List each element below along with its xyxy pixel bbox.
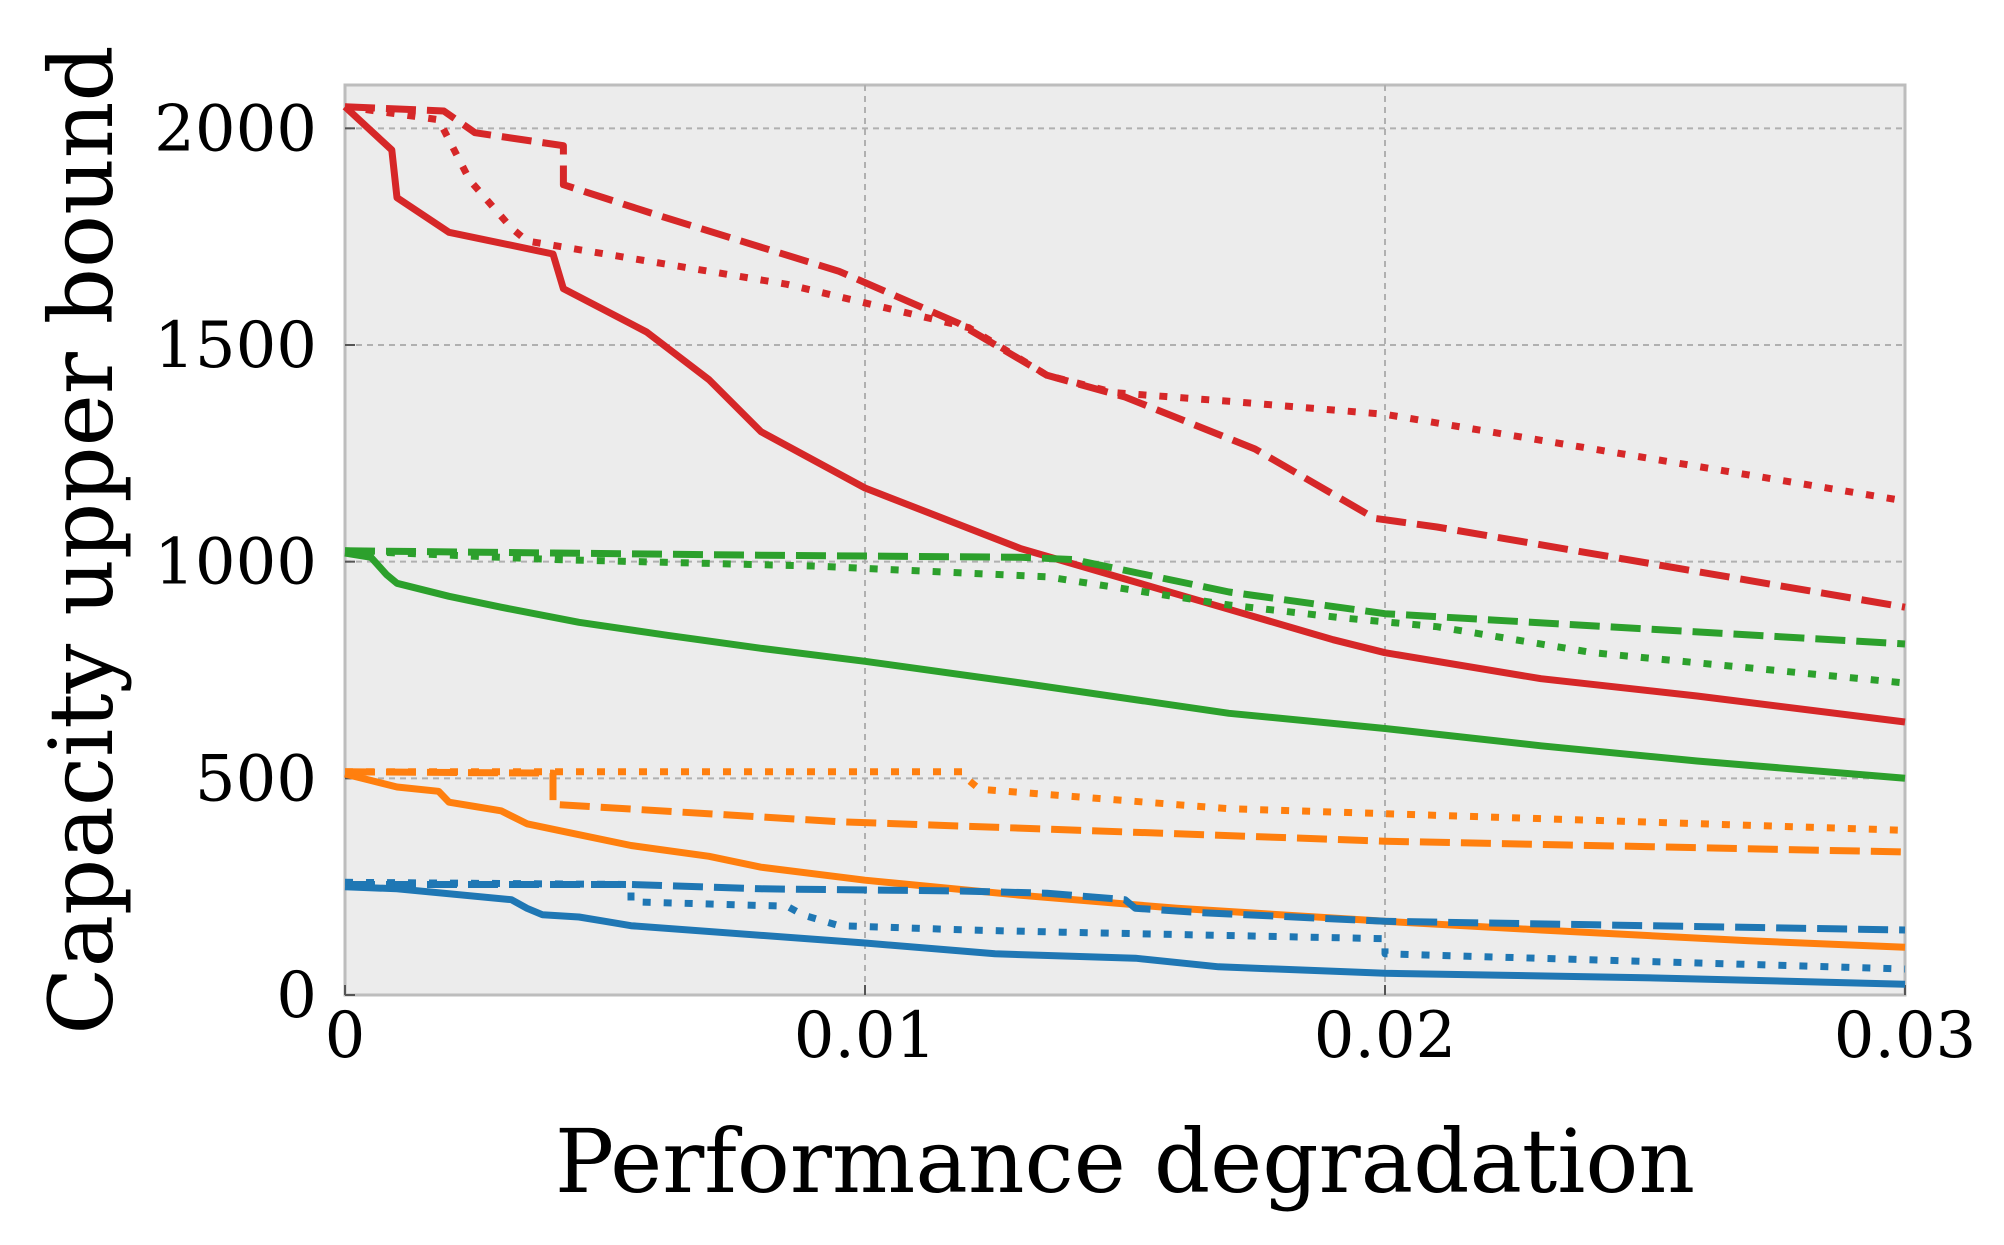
series-line-red-solid <box>342 104 1906 726</box>
x-tick-label: 0.03 <box>1834 999 1977 1073</box>
x-tick-label: 0.02 <box>1314 999 1457 1073</box>
series-line-red-dotted <box>344 103 1906 505</box>
x-axis-label: Performance degradation <box>555 1110 1695 1213</box>
series-group <box>342 103 1906 988</box>
y-tick-label: 500 <box>195 742 317 816</box>
plot-background <box>343 83 1907 997</box>
x-tick-label: 0 <box>325 999 366 1073</box>
y-tick-label: 2000 <box>154 92 317 166</box>
series-line-green-solid <box>344 549 1906 782</box>
x-tick-label: 0.01 <box>794 999 937 1073</box>
y-axis-label: Capacity upper bound <box>30 45 133 1035</box>
series-line-blue-solid <box>344 883 1906 988</box>
series-line-blue-dashed <box>345 881 1906 934</box>
y-tick-label: 1500 <box>154 309 317 383</box>
series-line-red-dashed <box>344 103 1906 611</box>
series-line-green-dotted <box>344 547 1906 687</box>
series-line-green-dashed <box>344 547 1906 648</box>
x-axis-ticks: 0 0.01 0.02 0.03 <box>325 985 1977 1073</box>
y-axis-ticks: 0 500 1000 1500 2000 <box>154 92 355 1033</box>
series-line-blue-dotted <box>344 878 1906 973</box>
y-tick-label: 0 <box>276 959 317 1033</box>
series-line-orange-dotted <box>345 768 1906 834</box>
y-tick-label: 1000 <box>154 526 317 600</box>
